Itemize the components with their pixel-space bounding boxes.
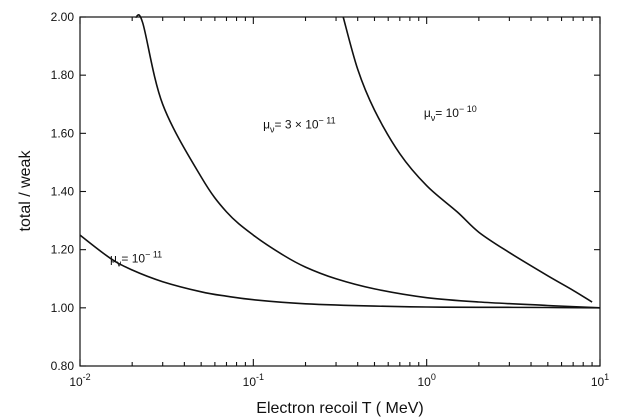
curves — [79, 14, 601, 309]
plot-frame — [79, 16, 601, 367]
y-tick-label: 1.80 — [51, 68, 75, 82]
curve-2 — [342, 16, 593, 303]
y-tick-label: 1.00 — [51, 301, 75, 315]
curve-label-1: μν= 3 × 10− 11 — [263, 116, 336, 135]
curve-label-2: μν= 10− 10 — [424, 104, 477, 123]
x-tick-label: 101 — [591, 372, 609, 389]
curve-1 — [135, 14, 601, 309]
x-tick-label: 100 — [417, 372, 435, 389]
curve-0 — [79, 234, 601, 309]
y-tick-label: 0.80 — [51, 359, 75, 373]
x-axis-title: Electron recoil T ( MeV) — [256, 400, 423, 417]
x-tick-label: 10-1 — [243, 372, 264, 389]
curve-labels: μν= 10− 11 μν= 3 × 10− 11 μν= 10− 10 — [110, 104, 477, 268]
y-axis-title: total / weak — [17, 150, 34, 232]
curve-label-0: μν= 10− 11 — [110, 249, 162, 268]
y-tick-label: 1.60 — [51, 126, 75, 140]
axis-ticks: 0.80 1.00 1.20 1.40 1.60 1.80 2.00 10-2 10-1 100 1… — [51, 10, 610, 389]
y-tick-label: 1.40 — [51, 185, 75, 199]
y-tick-label: 2.00 — [51, 10, 75, 24]
x-tick-label: 10-2 — [69, 372, 90, 389]
y-tick-label: 1.20 — [51, 243, 75, 257]
